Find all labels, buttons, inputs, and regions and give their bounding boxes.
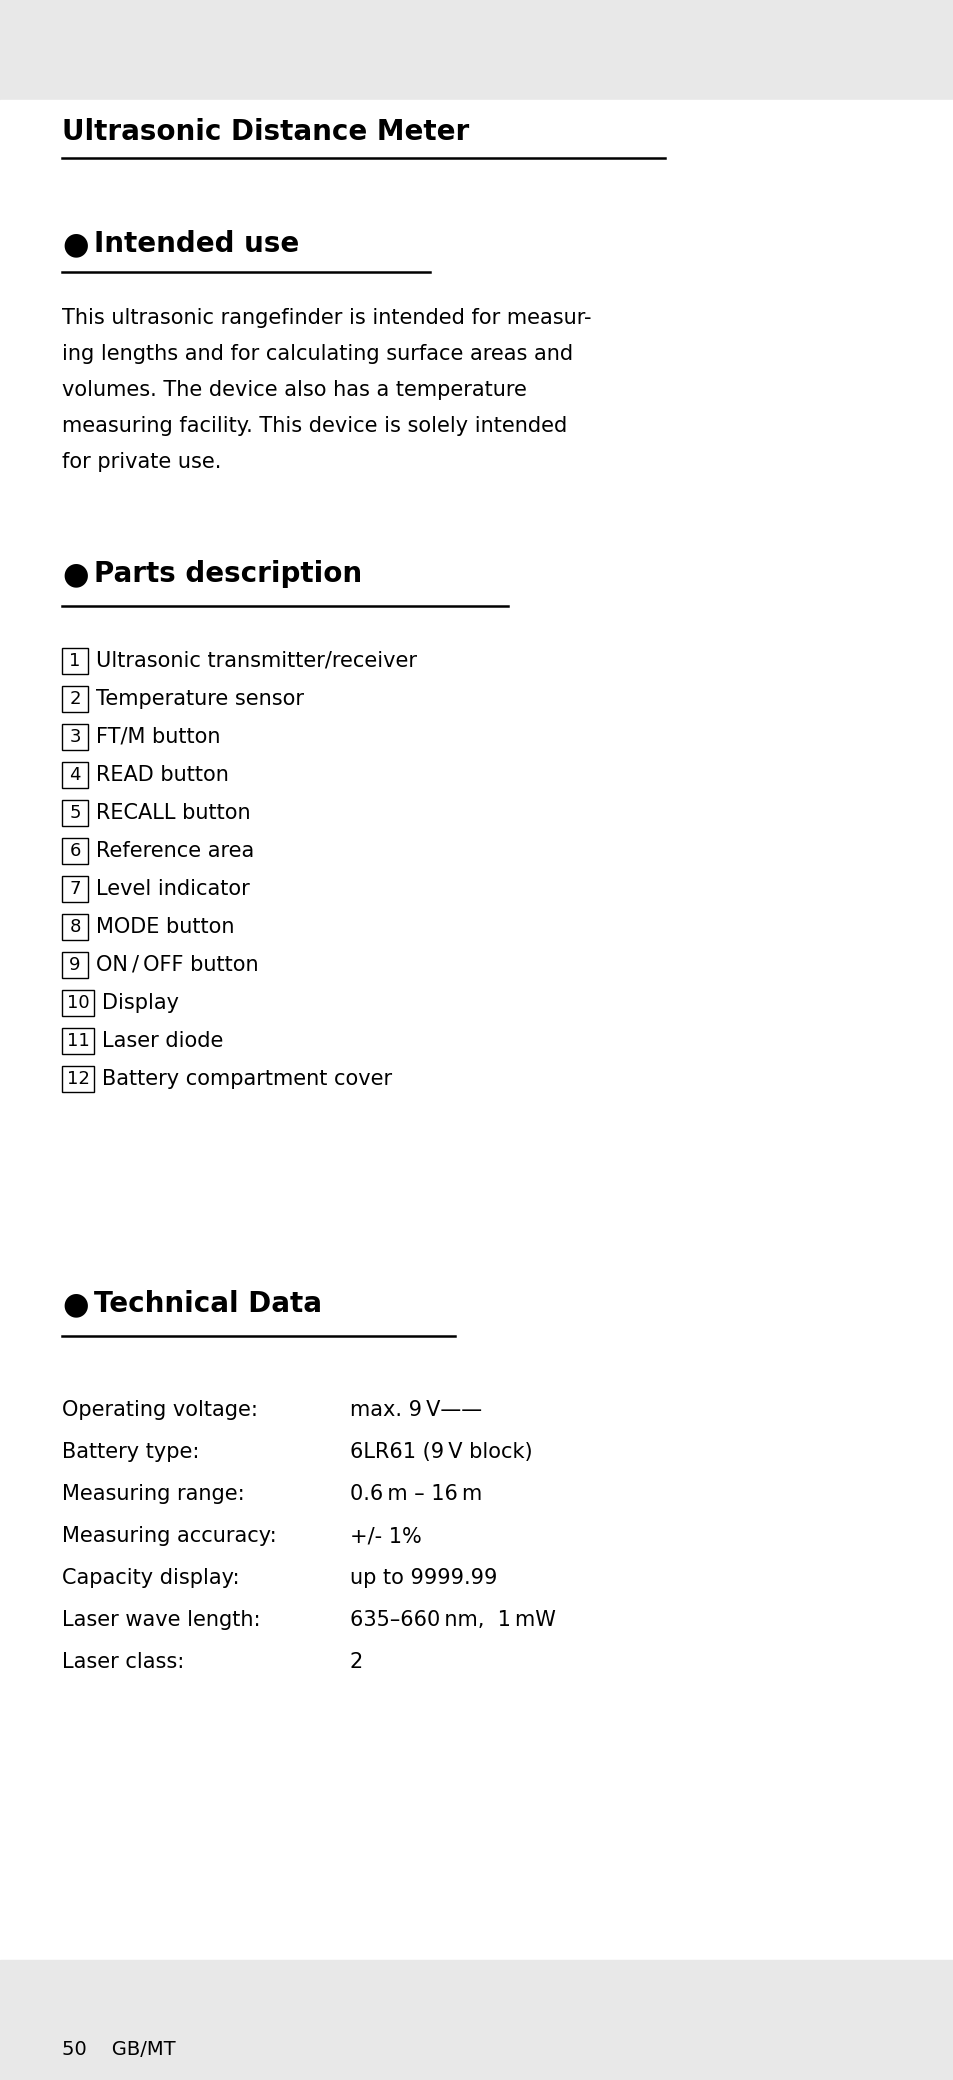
Text: 4: 4 <box>70 765 81 784</box>
Text: 50    GB/MT: 50 GB/MT <box>62 2040 175 2059</box>
Text: 5: 5 <box>70 805 81 822</box>
Bar <box>0 1959 953 2080</box>
Text: 9: 9 <box>70 957 81 973</box>
Bar <box>62 876 88 903</box>
Bar <box>62 1065 94 1092</box>
Text: This ultrasonic rangefinder is intended for measur-: This ultrasonic rangefinder is intended … <box>62 308 591 329</box>
Text: Display: Display <box>102 992 179 1013</box>
Bar <box>0 100 953 1959</box>
Text: Ultrasonic transmitter/receiver: Ultrasonic transmitter/receiver <box>96 651 416 672</box>
Text: Operating voltage:: Operating voltage: <box>62 1400 257 1421</box>
Text: measuring facility. This device is solely intended: measuring facility. This device is solel… <box>62 416 567 437</box>
Text: max. 9 V——: max. 9 V—— <box>350 1400 481 1421</box>
Bar <box>62 838 88 863</box>
Text: ●: ● <box>62 560 89 589</box>
Text: ●: ● <box>62 1290 89 1319</box>
Text: READ button: READ button <box>96 765 229 784</box>
Text: 1: 1 <box>70 651 81 670</box>
Bar <box>62 953 88 978</box>
Text: up to 9999.99: up to 9999.99 <box>350 1568 497 1587</box>
Bar <box>62 686 88 711</box>
Text: ON / OFF button: ON / OFF button <box>96 955 258 976</box>
Text: 0.6 m – 16 m: 0.6 m – 16 m <box>350 1483 482 1504</box>
Text: RECALL button: RECALL button <box>96 803 251 824</box>
Text: 635–660 nm,  1 mW: 635–660 nm, 1 mW <box>350 1610 556 1631</box>
Text: Laser class:: Laser class: <box>62 1652 184 1672</box>
Text: Laser wave length:: Laser wave length: <box>62 1610 260 1631</box>
Text: 2: 2 <box>70 691 81 707</box>
Bar <box>62 1028 94 1055</box>
Text: Laser diode: Laser diode <box>102 1032 223 1050</box>
Bar <box>62 649 88 674</box>
Text: 12: 12 <box>67 1069 90 1088</box>
Bar <box>62 801 88 826</box>
Text: ●: ● <box>62 231 89 260</box>
Text: Ultrasonic Distance Meter: Ultrasonic Distance Meter <box>62 119 469 146</box>
Text: ing lengths and for calculating surface areas and: ing lengths and for calculating surface … <box>62 343 573 364</box>
Text: 6: 6 <box>70 842 81 859</box>
Text: Measuring range:: Measuring range: <box>62 1483 244 1504</box>
Text: 6LR61 (9 V block): 6LR61 (9 V block) <box>350 1441 532 1462</box>
Text: volumes. The device also has a temperature: volumes. The device also has a temperatu… <box>62 381 526 399</box>
Text: 2: 2 <box>350 1652 363 1672</box>
Bar <box>0 0 953 100</box>
Text: Intended use: Intended use <box>94 231 299 258</box>
Text: +/- 1%: +/- 1% <box>350 1527 421 1545</box>
Text: Battery compartment cover: Battery compartment cover <box>102 1069 392 1090</box>
Text: Reference area: Reference area <box>96 840 254 861</box>
Text: MODE button: MODE button <box>96 917 234 936</box>
Text: 11: 11 <box>67 1032 90 1050</box>
Bar <box>62 724 88 751</box>
Text: 3: 3 <box>70 728 81 747</box>
Text: 7: 7 <box>70 880 81 899</box>
Text: FT/M button: FT/M button <box>96 728 220 747</box>
Text: Capacity display:: Capacity display: <box>62 1568 239 1587</box>
Text: Parts description: Parts description <box>94 560 362 589</box>
Text: 8: 8 <box>70 917 81 936</box>
Text: Technical Data: Technical Data <box>94 1290 322 1319</box>
Text: 10: 10 <box>67 994 90 1013</box>
Text: Level indicator: Level indicator <box>96 880 250 899</box>
Bar <box>62 990 94 1015</box>
Text: for private use.: for private use. <box>62 451 221 472</box>
Bar <box>62 913 88 940</box>
Text: Measuring accuracy:: Measuring accuracy: <box>62 1527 276 1545</box>
Text: Temperature sensor: Temperature sensor <box>96 688 304 709</box>
Bar <box>62 761 88 788</box>
Text: Battery type:: Battery type: <box>62 1441 199 1462</box>
